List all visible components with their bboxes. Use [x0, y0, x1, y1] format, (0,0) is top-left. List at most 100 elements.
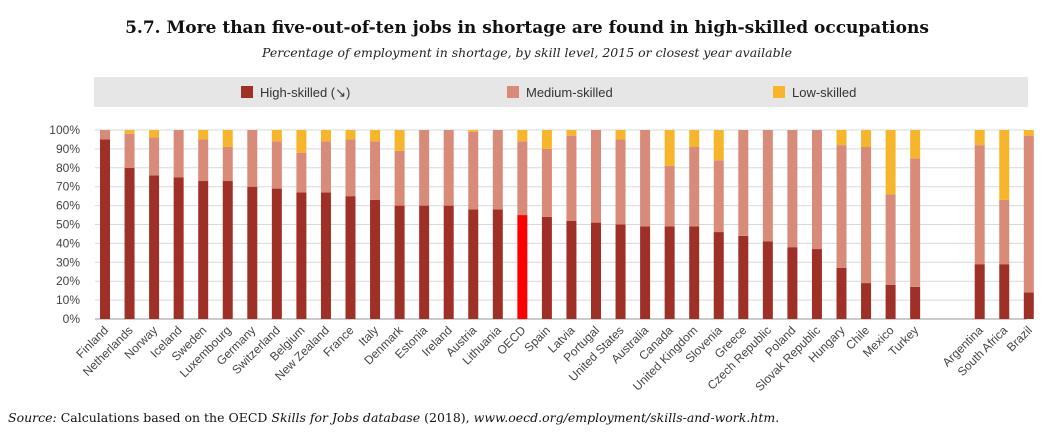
- bar-medium: [198, 139, 209, 182]
- bar-high: [566, 220, 577, 319]
- bar-low: [615, 130, 626, 140]
- bar-medium: [1023, 135, 1034, 293]
- bar-medium: [100, 130, 110, 140]
- bar-high: [787, 247, 798, 319]
- bar-low: [517, 130, 528, 142]
- bar-high: [100, 139, 110, 319]
- bar-low: [271, 130, 282, 142]
- bar-high: [320, 192, 331, 319]
- legend-swatch-medium: [507, 86, 519, 98]
- bar-high: [999, 264, 1010, 319]
- source-database: Skills for Jobs database: [271, 410, 421, 425]
- bar-high: [247, 186, 258, 319]
- bar-high: [591, 222, 601, 319]
- bar-medium: [345, 139, 356, 197]
- x-tick-label: OECD: [494, 323, 529, 358]
- y-tick-label: 60%: [56, 199, 80, 213]
- y-tick-label: 50%: [56, 218, 80, 232]
- bars: [100, 130, 1034, 319]
- y-tick-label: 90%: [56, 142, 80, 156]
- bar-medium: [910, 158, 921, 287]
- bar-medium: [149, 137, 160, 176]
- bar-medium: [738, 130, 749, 236]
- bar-low: [370, 130, 381, 142]
- bar-high: [198, 181, 209, 319]
- bar-high: [811, 249, 822, 319]
- bar-high: [517, 215, 528, 319]
- bar-medium: [974, 145, 985, 265]
- bar-low: [320, 130, 331, 142]
- bar-high: [974, 264, 985, 319]
- legend: High-skilled (↘) Medium-skilled Low-skille…: [241, 85, 856, 100]
- bar-medium: [811, 130, 822, 250]
- bar-medium: [689, 147, 700, 227]
- bar-low: [198, 130, 209, 140]
- x-axis: FinlandNetherlandsNorwayIcelandSwedenLux…: [73, 323, 1035, 394]
- bar-medium: [443, 130, 454, 206]
- bar-high: [1023, 292, 1034, 319]
- bar-high: [370, 199, 381, 319]
- bar-low: [910, 130, 921, 159]
- bar-low: [296, 130, 307, 153]
- chart-title: 5.7. More than five-out-of-ten jobs in s…: [125, 18, 929, 38]
- y-tick-label: 10%: [56, 293, 80, 307]
- bar-medium: [640, 130, 651, 227]
- bar-medium: [591, 130, 601, 223]
- bar-medium: [173, 130, 184, 178]
- bar-high: [762, 241, 773, 319]
- source-label: Source:: [8, 410, 57, 425]
- bar-medium: [664, 165, 675, 227]
- bar-medium: [861, 147, 872, 284]
- bar-medium: [296, 152, 307, 193]
- bar-low: [566, 130, 577, 136]
- y-tick-label: 40%: [56, 236, 80, 250]
- bar-high: [861, 283, 872, 319]
- bar-high: [271, 188, 282, 319]
- bar-medium: [541, 148, 552, 217]
- bar-high: [124, 167, 135, 319]
- bar-medium: [836, 145, 847, 268]
- bar-low: [222, 130, 233, 148]
- bar-low: [1023, 130, 1034, 136]
- source-note: Source: Calculations based on the OECD S…: [8, 410, 779, 425]
- y-tick-label: 80%: [56, 161, 80, 175]
- chart-subtitle: Percentage of employment in shortage, by…: [261, 45, 793, 60]
- bar-high: [910, 286, 921, 319]
- bar-medium: [713, 160, 724, 233]
- bar-medium: [222, 147, 233, 182]
- y-tick-label: 30%: [56, 255, 80, 269]
- bar-low: [468, 130, 479, 132]
- bar-medium: [370, 141, 381, 200]
- bar-high: [738, 235, 749, 319]
- source-text-after: (2018),: [420, 410, 474, 425]
- legend-label-medium: Medium-skilled: [526, 85, 613, 100]
- y-tick-label: 70%: [56, 180, 80, 194]
- bar-high: [419, 205, 430, 319]
- bar-medium: [999, 199, 1010, 265]
- bar-low: [885, 130, 896, 195]
- bar-medium: [271, 141, 282, 189]
- bar-high: [173, 177, 184, 319]
- bar-low: [124, 130, 135, 134]
- bar-low: [664, 130, 675, 166]
- bar-low: [861, 130, 872, 148]
- bar-low: [836, 130, 847, 146]
- bar-medium: [419, 130, 430, 206]
- y-tick-label: 20%: [56, 274, 80, 288]
- source-link[interactable]: www.oecd.org/employment/skills-and-work.…: [473, 410, 776, 425]
- y-tick-label: 0%: [63, 312, 81, 326]
- x-tick-label: Brazil: [1004, 323, 1035, 354]
- legend-label-high: High-skilled (↘): [260, 85, 350, 100]
- bar-high: [885, 284, 896, 319]
- bar-low: [394, 130, 405, 151]
- bar-low: [689, 130, 700, 148]
- bar-high: [713, 232, 724, 319]
- bar-low: [149, 130, 160, 138]
- bar-medium: [320, 141, 331, 193]
- bar-high: [149, 175, 160, 319]
- bar-high: [836, 267, 847, 319]
- bar-medium: [885, 194, 896, 285]
- bar-medium: [247, 130, 258, 187]
- bar-low: [345, 130, 356, 140]
- bar-low: [999, 130, 1010, 200]
